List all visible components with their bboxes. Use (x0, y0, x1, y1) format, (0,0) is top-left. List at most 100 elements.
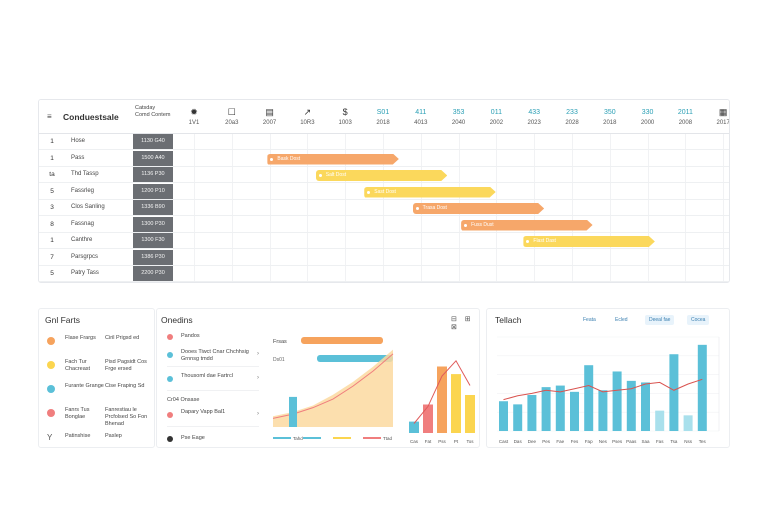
task-row[interactable]: 1 Pass 1500 A40 (39, 150, 729, 167)
pin-icon (167, 334, 173, 340)
grid-line (307, 134, 309, 282)
task-row[interactable]: 7 Parsgrpcs 1386 P30 (39, 249, 729, 266)
gantt-bar-label: Salt Dost (325, 172, 347, 178)
small-bar-label: Pt (454, 439, 459, 444)
gantt-title: Conduestsale (63, 112, 119, 122)
task-name: Hose (71, 138, 86, 144)
menu-icon[interactable]: ≡ (47, 112, 52, 121)
center-header-item: Pandos (167, 331, 259, 345)
gantt-bar[interactable]: Salt Dost (316, 170, 447, 181)
task-date: 1300 F30 (133, 233, 173, 248)
gantt-bar[interactable]: Bask Dost (267, 154, 398, 165)
grid-line (345, 134, 347, 282)
legend-item[interactable]: Fanrs Tus Bonglae Fanrestiau le Prcfolsed… (47, 405, 155, 427)
gantt-bar[interactable]: Fuss Dust (461, 220, 592, 231)
timeline-column: 233 2028 (553, 107, 591, 126)
timeline-column: ↗ 10R3 (288, 107, 326, 126)
chart-filter-button[interactable]: Feata (583, 317, 596, 323)
legend-panel: Gnl Farts Flase Frargs Ciril Prigsd ed Fac… (38, 308, 155, 448)
timeline-column: ☐ 20a3 (213, 107, 251, 126)
column-icon: 411 (415, 109, 427, 116)
task-row[interactable]: 1 Hose 1130 G40 (39, 134, 729, 150)
chevron-right-icon[interactable]: › (257, 351, 259, 357)
chart-filter-button[interactable]: Ecled (615, 317, 628, 323)
main-bar-label: Das (514, 439, 523, 444)
task-name: Patry Tass (71, 270, 99, 276)
main-bar-label: Cast (499, 439, 509, 444)
timeline-column: 2011 2008 (666, 107, 704, 126)
chevron-right-icon[interactable]: › (257, 375, 259, 381)
chevron-right-icon[interactable]: › (257, 411, 259, 417)
task-number: 1 (50, 138, 54, 145)
chart-filter-button[interactable]: Cocea (687, 315, 710, 325)
legend-item-name: Flase Frargs (65, 335, 96, 341)
main-trend-line (503, 378, 703, 401)
task-number: 7 (50, 253, 54, 261)
center-list-item[interactable]: Thousoml dae Fartrcl › (167, 369, 259, 391)
task-date: 1300 P30 (133, 216, 173, 232)
bar-dot-icon (367, 191, 370, 194)
legend-item-detail: Ciril Prigsd ed (105, 335, 140, 341)
item-dot-icon (167, 352, 173, 358)
filter-icon: Y (47, 433, 53, 442)
chart-filter-button[interactable]: Deeal fae (645, 315, 675, 325)
task-row[interactable]: 1 Canthre 1300 F30 (39, 233, 729, 249)
column-label: 4013 (414, 120, 428, 126)
task-row[interactable]: 8 Fassnag 1300 P30 (39, 216, 729, 233)
task-row[interactable]: 5 Patry Tass 2200 P30 (39, 266, 729, 282)
small-bar-label: Tos (466, 439, 474, 444)
main-bar (555, 385, 565, 431)
area-chart-sublabel: Ds01 (273, 357, 285, 363)
gantt-bar[interactable]: Flast Dast (523, 236, 654, 247)
legend-footer-b: Paslep (105, 433, 122, 439)
task-date: 2200 P30 (133, 266, 173, 281)
center-item-text: Dooes Tiwct Cnar Chchhsig Grnnsg tmdd (181, 349, 249, 362)
task-number: 5 (50, 270, 54, 277)
center-panel-title: Onedins (161, 315, 193, 325)
center-list-item[interactable]: Dapary Vapp Bal1 › (167, 405, 259, 427)
column-icon: 233 (566, 109, 578, 116)
main-bar (584, 365, 594, 431)
task-name: Fassnag (71, 220, 95, 227)
task-row[interactable]: ta Thd Tassp 1136 P30 (39, 167, 729, 183)
legend-item[interactable]: Fach Tur Chacreast Pisd Pagsidt Cos Frge … (47, 357, 155, 377)
column-label: 10R3 (300, 120, 315, 126)
task-name: Pass (71, 154, 85, 161)
main-bar (499, 401, 508, 431)
main-bar-label: Dee (528, 439, 537, 444)
legend-footer[interactable]: Y Patinshise Paslep (47, 431, 155, 451)
small-bar (451, 374, 461, 433)
task-number: 8 (50, 220, 54, 228)
task-number: ta (49, 171, 55, 178)
task-row[interactable]: 3 Clos Sanling 1336 B90 (39, 200, 729, 216)
center-list-item[interactable]: Dooes Tiwct Cnar Chchhsig Grnnsg tmdd › (167, 345, 259, 367)
task-date: 1386 P30 (133, 249, 173, 265)
legend-item-detail: Pisd Pagsidt Cos Frge ersed (105, 359, 147, 372)
main-bar (570, 391, 579, 431)
gantt-bar[interactable]: Trasa Dost (413, 203, 544, 214)
timeline-column: $1003 (326, 107, 364, 126)
bar-dot-icon (526, 240, 529, 243)
small-bar (409, 421, 419, 433)
legend-item[interactable]: Furante Grange Cise Fraping Sd (47, 381, 155, 401)
gantt-bar[interactable]: Sast Dost (364, 187, 495, 198)
bar-dot-icon (270, 158, 273, 161)
task-row[interactable]: 5 Fassrleg 1200 P10 (39, 183, 729, 200)
legend-dot-icon (47, 385, 55, 393)
task-date: 1200 P10 (133, 183, 173, 199)
main-bar-label: Nes (599, 439, 608, 444)
toolbar-icons[interactable]: ⊟ ⊞ ⊠ (451, 316, 474, 331)
gantt-bar-label: Flast Dast (533, 238, 556, 244)
main-bar (527, 394, 537, 431)
legend-item-detail: Fanrestiau le Prcfolsed So Fon Bhenad (105, 407, 148, 427)
main-bar (655, 410, 665, 431)
column-label: 1V1 (188, 120, 200, 126)
center-item-text: Thousoml dae Fartrcl (181, 373, 233, 379)
task-date: 1336 B90 (133, 200, 173, 215)
center-footer-item[interactable]: Pse Eage (167, 429, 259, 451)
area-series (273, 349, 393, 427)
legend-swatch (303, 437, 321, 439)
legend-item[interactable]: Flase Frargs Ciril Prigsd ed (47, 333, 155, 353)
main-bar (641, 382, 650, 431)
grid-line (383, 134, 384, 282)
